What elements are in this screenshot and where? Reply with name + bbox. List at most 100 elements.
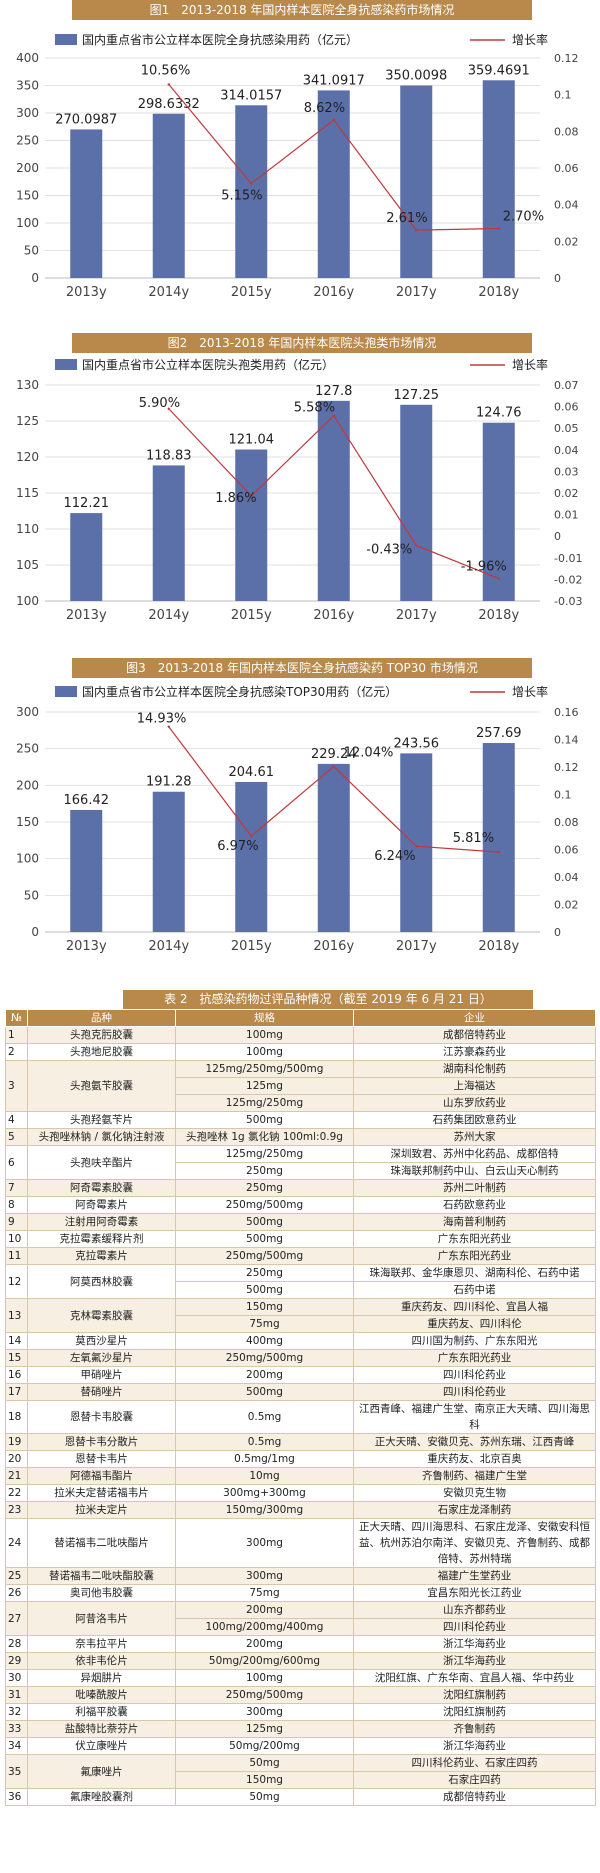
cell-company: 浙江华海药业: [353, 1737, 596, 1755]
table-row: 4 头孢羟氨苄片 500mg 石药集团欧意药业: [5, 1111, 596, 1129]
cell-spec: 125mg/250mg/500mg: [175, 1060, 354, 1078]
cell-no: 36: [5, 1788, 28, 1806]
bar: [400, 753, 433, 932]
cell-company: 宜昌东阳光长江药业: [353, 1584, 596, 1602]
cell-variety: 甲硝唑片: [27, 1366, 176, 1384]
table-row: 28 奈韦拉平片 200mg 浙江华海药业: [5, 1635, 596, 1653]
bar: [400, 404, 433, 601]
y-left-tick-label: 250: [16, 742, 39, 756]
y-left-tick-label: 350: [16, 79, 39, 93]
cell-variety: 替诺福韦二吡呋酯片: [27, 1518, 176, 1568]
cell-company: 重庆药友、四川科伦: [353, 1315, 596, 1333]
y-right-tick-label: 0.04: [554, 444, 579, 457]
growth-point: [250, 182, 253, 185]
bar: [152, 113, 185, 278]
y-left-tick-label: 100: [16, 594, 39, 608]
growth-point: [415, 228, 418, 232]
growth-point: [250, 494, 253, 498]
header-spec: 规格: [175, 1009, 354, 1027]
bar: [317, 400, 350, 601]
bar-value-label: 314.0157: [220, 88, 282, 103]
cell-no: 1: [5, 1026, 28, 1044]
cell-no: 34: [5, 1737, 28, 1755]
chart-2: 图2 2013-2018 年国内样本医院头孢类市场情况 国内重点省市公立样本医院…: [0, 333, 600, 633]
growth-rate-label: -0.43%: [366, 542, 412, 557]
cell-no: 10: [5, 1230, 28, 1248]
legend-bar-label: 国内重点省市公立样本医院全身抗感染用药（亿元）: [82, 32, 358, 47]
bar: [152, 465, 185, 601]
cell-company: 上海福达: [353, 1077, 596, 1095]
cell-company: 四川科伦药业: [353, 1366, 596, 1384]
cell-company: 广东东阳光药业: [353, 1349, 596, 1367]
bar-value-label: 341.0917: [303, 73, 365, 88]
y-left-tick-label: 0: [31, 271, 39, 285]
bar-value-label: 243.56: [394, 736, 440, 751]
table-row: 32 利福平胶囊 300mg 沈阳红旗制药: [5, 1703, 596, 1721]
table-row: 30 异烟肼片 100mg 沈阳红旗、广东华南、宜昌人福、华中药业: [5, 1669, 596, 1687]
growth-rate-label: 1.86%: [215, 491, 256, 506]
cell-no: 21: [5, 1467, 28, 1485]
growth-point: [167, 725, 170, 728]
table-row: 24 替诺福韦二吡呋酯片 300mg 正大天晴、四川海思科、石家庄龙泽、安徽安科恒益、…: [5, 1518, 596, 1568]
y-left-tick-label: 200: [16, 161, 39, 175]
bar-value-label: 166.42: [64, 793, 110, 808]
cell-company: 石药集团欧意药业: [353, 1111, 596, 1129]
cell-variety: 阿德福韦酯片: [27, 1467, 176, 1485]
x-tick-label: 2018y: [478, 285, 519, 300]
cell-spec: 300mg: [175, 1703, 354, 1721]
cell-no: 14: [5, 1332, 28, 1350]
cell-spec: 200mg: [175, 1635, 354, 1653]
cell-no: 32: [5, 1703, 28, 1721]
header-variety: 品种: [27, 1009, 176, 1027]
y-right-tick-label: 0.1: [554, 89, 572, 102]
chart-3: 图3 2013-2018 年国内样本医院全身抗感染药 TOP30 市场情况 国内…: [0, 658, 600, 958]
x-tick-label: 2013y: [66, 939, 107, 954]
cell-variety: 头孢羟氨苄片: [27, 1111, 176, 1129]
cell-variety: 头孢氨苄胶囊: [27, 1060, 176, 1112]
bar: [317, 90, 350, 278]
legend-line-label: 增长率: [512, 684, 548, 699]
y-right-tick-label: 0.08: [554, 816, 579, 829]
cell-variety: 氟康唑胶囊剂: [27, 1788, 176, 1806]
table-row: 31 吡嗪酰胺片 250mg/500mg 沈阳红旗制药: [5, 1686, 596, 1704]
x-tick-label: 2015y: [231, 939, 272, 954]
bar: [152, 791, 185, 932]
y-left-tick-label: 0: [31, 925, 39, 939]
growth-point: [415, 544, 418, 547]
cell-company: 沈阳红旗制药: [353, 1703, 596, 1721]
legend-bar-label: 国内重点省市公立样本医院全身抗感染TOP30用药（亿元）: [82, 684, 397, 699]
y-right-tick-label: 0.1: [554, 789, 572, 802]
cell-no: 30: [5, 1669, 28, 1687]
cell-company: 山东齐都药业: [353, 1601, 596, 1619]
cell-variety: 奈韦拉平片: [27, 1635, 176, 1653]
cell-company: 江苏豪森药业: [353, 1043, 596, 1061]
growth-rate-label: 6.97%: [217, 839, 258, 854]
cell-company: 四川国为制药、广东东阳光: [353, 1332, 596, 1350]
cell-spec: 200mg: [175, 1366, 354, 1384]
bar: [317, 763, 350, 932]
bar-value-label: 127.8: [315, 384, 352, 399]
y-left-tick-label: 100: [16, 852, 39, 866]
bar-value-label: 257.69: [476, 726, 522, 741]
cell-spec: 250mg/500mg: [175, 1349, 354, 1367]
table-row: 29 依非韦伦片 50mg/200mg/600mg 浙江华海药业: [5, 1652, 596, 1670]
cell-spec: 150mg: [175, 1298, 354, 1316]
cell-no: 19: [5, 1433, 28, 1451]
x-tick-label: 2017y: [396, 608, 437, 623]
cell-variety: 克拉霉素缓释片剂: [27, 1230, 176, 1248]
cell-company: 石药中诺: [353, 1281, 596, 1299]
bar: [70, 513, 103, 601]
growth-point: [497, 577, 500, 580]
bar: [482, 80, 515, 278]
header-company: 企业: [353, 1009, 596, 1027]
cell-company: 沈阳红旗制药: [353, 1686, 596, 1704]
cell-no: 27: [5, 1601, 28, 1636]
bar-value-label: 229.24: [311, 747, 357, 762]
cell-company: 正大天晴、安徽贝克、苏州东瑞、江西青峰: [353, 1433, 596, 1451]
bar-value-label: 204.61: [229, 765, 275, 780]
cell-spec: 75mg: [175, 1315, 354, 1333]
chart-title: 图2 2013-2018 年国内样本医院头孢类市场情况: [72, 333, 532, 353]
cell-company: 湖南科伦制药: [353, 1060, 596, 1078]
cell-spec: 250mg: [175, 1264, 354, 1282]
cell-no: 31: [5, 1686, 28, 1704]
